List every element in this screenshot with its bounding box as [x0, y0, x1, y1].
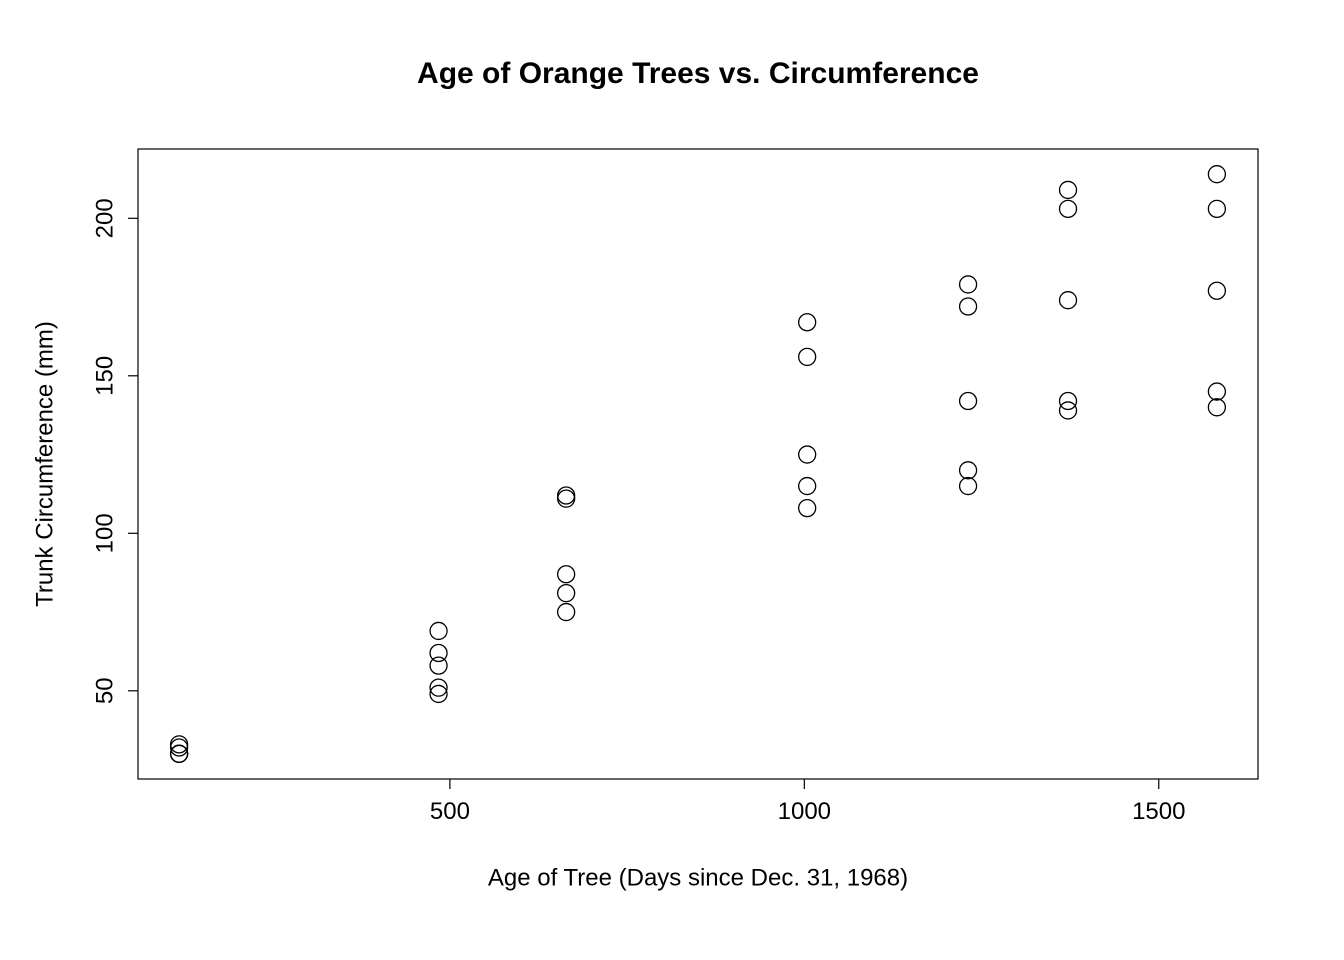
y-axis-label: Trunk Circumference (mm) — [31, 321, 58, 607]
y-tick-label: 200 — [91, 198, 118, 238]
chart-title: Age of Orange Trees vs. Circumference — [417, 57, 979, 90]
scatter-chart: 500 1000 1500 50 100 150 200 Age of Tree (Day… — [0, 0, 1344, 960]
y-tick-label: 150 — [91, 356, 118, 396]
x-tick-label: 1500 — [1132, 798, 1185, 825]
x-tick-label: 1000 — [778, 798, 831, 825]
y-tick-label: 50 — [91, 677, 118, 704]
x-axis-label: Age of Tree (Days since Dec. 31, 1968) — [488, 864, 908, 891]
x-tick-label: 500 — [430, 798, 470, 825]
y-tick-label: 100 — [91, 513, 118, 553]
